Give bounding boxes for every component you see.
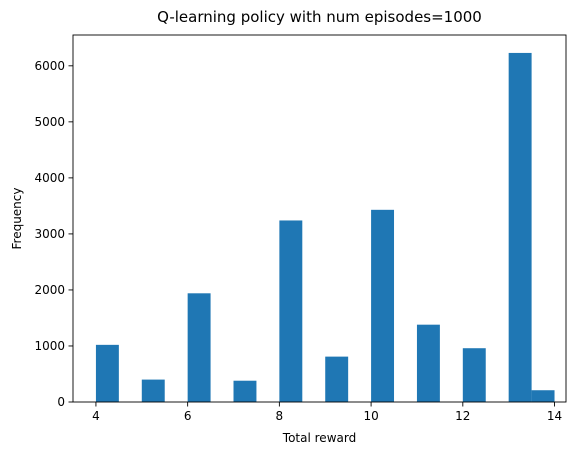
chart-title: Q-learning policy with num episodes=1000 (157, 8, 482, 26)
histogram-bar-16 (462, 348, 486, 402)
x-axis-label: Total reward (282, 431, 356, 445)
histogram-bar-19 (531, 390, 555, 402)
x-tick-label: 6 (184, 409, 192, 423)
y-tick-label: 2000 (34, 283, 65, 297)
histogram-bar-14 (416, 324, 440, 402)
x-tick-label: 4 (92, 409, 100, 423)
axes-group: 4 6 8 10 12 14 0 1000 2000 3000 4000 5000 6000 (34, 34, 567, 423)
x-tick-label: 14 (547, 409, 562, 423)
y-tick-label: 3000 (34, 227, 65, 241)
histogram-bar-10 (325, 356, 349, 402)
histogram-bar-2 (141, 379, 165, 402)
y-tick-label: 6000 (34, 59, 65, 73)
x-tick-label: 10 (363, 409, 378, 423)
plot-frame (72, 34, 567, 403)
histogram-bar-18 (508, 52, 532, 403)
histogram-bar-6 (233, 380, 257, 402)
y-tick-label: 1000 (34, 339, 65, 353)
histogram-bar-0 (95, 344, 119, 402)
x-tick-label: 8 (276, 409, 284, 423)
histogram-bar-12 (371, 209, 395, 402)
histogram-bar-8 (279, 220, 303, 402)
histogram-bar-4 (187, 293, 211, 402)
x-tick-label: 12 (455, 409, 470, 423)
y-tick-label: 4000 (34, 171, 65, 185)
y-tick-label: 0 (57, 395, 65, 409)
bars-group (95, 52, 555, 403)
y-axis-label: Frequency (10, 188, 24, 250)
y-tick-label: 5000 (34, 115, 65, 129)
